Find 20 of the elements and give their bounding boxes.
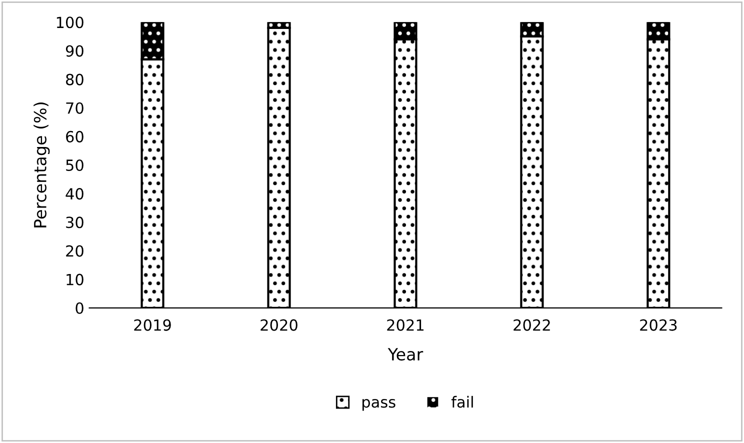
y-tick-label: 80 bbox=[66, 74, 84, 86]
y-axis-title: Percentage (%) bbox=[34, 102, 50, 228]
y-tick-label: 70 bbox=[66, 102, 84, 114]
y-tick-label: 40 bbox=[66, 188, 84, 200]
x-tick-label: 2019 bbox=[134, 319, 171, 331]
y-tick-label: 90 bbox=[66, 45, 84, 57]
x-tick-label: 2021 bbox=[387, 319, 424, 331]
y-tick-label: 100 bbox=[56, 16, 84, 28]
y-tick-label: 10 bbox=[66, 274, 84, 286]
y-tick-label: 30 bbox=[66, 216, 84, 228]
legend-label: fail bbox=[451, 396, 473, 408]
x-axis-title: Year bbox=[388, 348, 424, 361]
y-tick-label: 60 bbox=[66, 130, 84, 142]
y-tick-label: 50 bbox=[66, 159, 84, 172]
legend-label: pass bbox=[362, 398, 396, 411]
y-tick-label: 20 bbox=[66, 245, 84, 257]
x-tick-label: 2023 bbox=[640, 319, 677, 331]
x-tick-label: 2020 bbox=[260, 319, 298, 331]
y-tick-label: 0 bbox=[76, 302, 84, 314]
x-tick-label: 2022 bbox=[514, 319, 550, 331]
